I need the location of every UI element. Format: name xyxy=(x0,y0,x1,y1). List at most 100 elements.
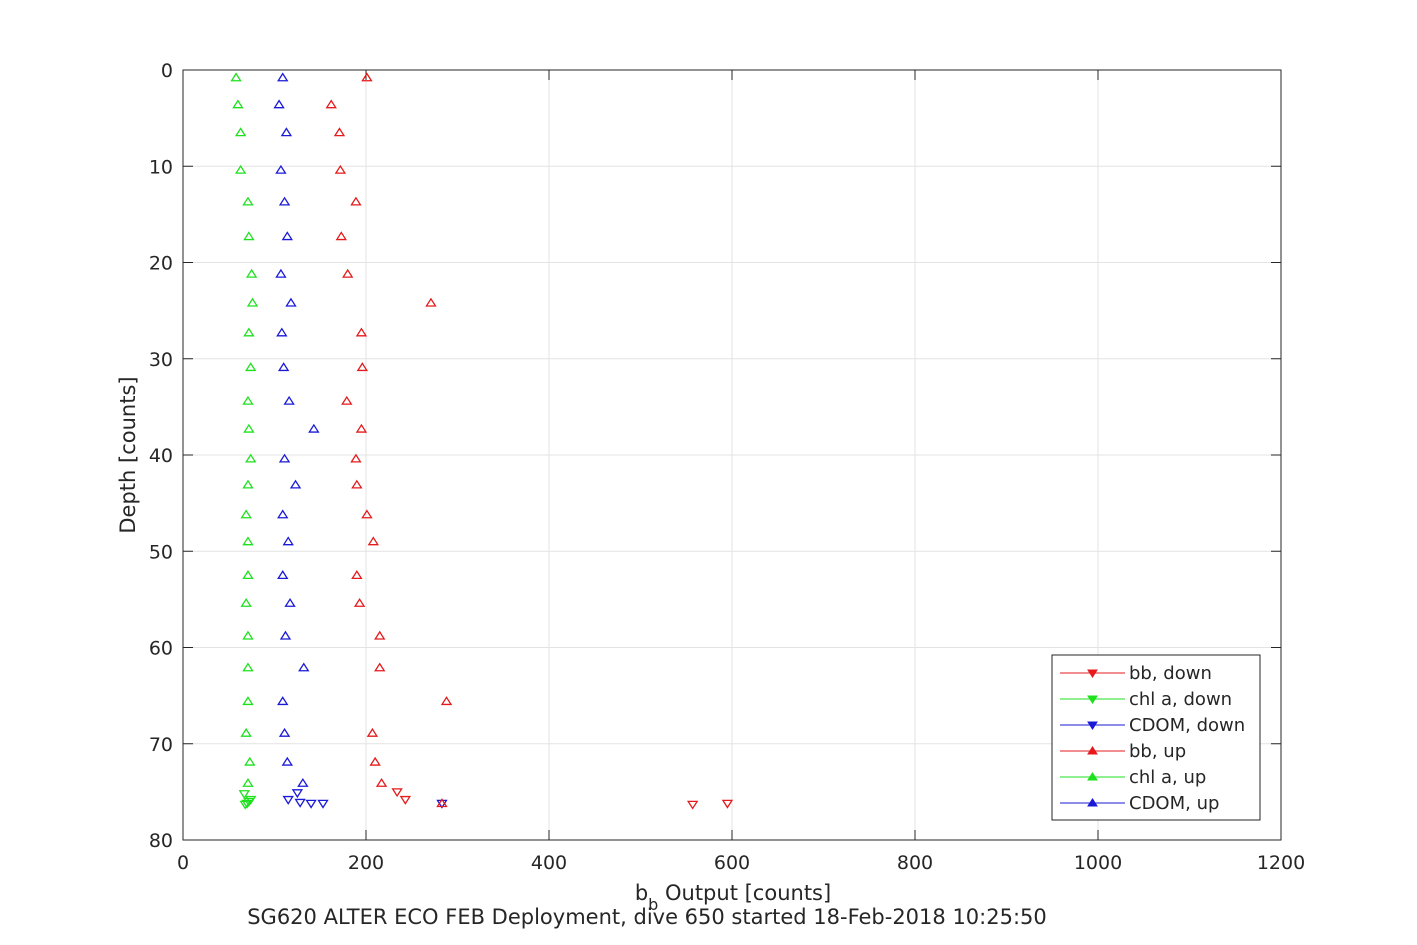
data-point-cdom-up xyxy=(281,756,293,766)
data-point-cdom-down xyxy=(294,798,306,808)
data-point-bb-up xyxy=(366,727,379,737)
data-point-chl-a-up xyxy=(242,630,254,640)
grid xyxy=(182,69,1282,841)
data-point-cdom-up xyxy=(275,164,287,174)
y-tick-label: 20 xyxy=(149,253,173,275)
data-point-cdom-down xyxy=(317,799,329,809)
data-point-cdom-up xyxy=(277,570,289,579)
y-tick-label: 30 xyxy=(149,349,173,371)
x-tick-label: 1200 xyxy=(1257,852,1305,874)
data-point-cdom-up xyxy=(278,196,291,206)
data-point-bb-up xyxy=(356,362,369,372)
x-tick-label: 600 xyxy=(714,852,750,874)
legend-entry-label: bb, up xyxy=(1129,741,1186,762)
data-point-bb-down xyxy=(686,800,699,810)
data-point-chl-a-up xyxy=(245,362,257,372)
legend-marker xyxy=(1087,798,1098,807)
data-point-bb-up xyxy=(350,453,362,463)
data-point-bb-up xyxy=(436,798,448,808)
figure-caption: SG620 ALTER ECO FEB Deployment, dive 650… xyxy=(247,905,1047,929)
y-tick-label: 10 xyxy=(149,156,173,178)
data-markers xyxy=(230,72,734,810)
data-point-bb-up xyxy=(361,509,373,519)
data-point-cdom-up xyxy=(283,395,295,405)
y-tick-label: 70 xyxy=(149,734,173,756)
data-point-chl-a-up xyxy=(245,268,258,278)
data-point-cdom-up xyxy=(277,362,290,372)
y-tick-label: 60 xyxy=(149,638,173,660)
y-tick-label: 50 xyxy=(149,541,173,563)
data-point-bb-down xyxy=(391,788,403,798)
data-point-bb-up xyxy=(350,196,362,206)
x-tick-label: 800 xyxy=(897,852,933,874)
legend-entry-label: CDOM, up xyxy=(1129,793,1219,814)
data-point-chl-a-up xyxy=(242,696,254,706)
y-tick-label: 80 xyxy=(149,830,173,852)
data-point-chl-a-up xyxy=(230,72,242,82)
data-point-bb-up xyxy=(333,127,346,137)
data-point-chl-a-up xyxy=(234,164,247,174)
data-point-cdom-up xyxy=(284,597,296,607)
data-point-bb-up xyxy=(374,662,386,672)
data-point-chl-a-up xyxy=(242,777,254,787)
data-point-bb-up xyxy=(355,423,368,433)
legend-entry-label: CDOM, down xyxy=(1129,715,1245,736)
y-tick-label: 0 xyxy=(161,60,173,82)
data-point-bb-down xyxy=(721,799,734,809)
data-point-cdom-up xyxy=(278,453,291,463)
data-point-chl-a-up xyxy=(246,297,259,307)
data-point-chl-a-up xyxy=(242,536,254,546)
legend-entry-label: chl a, up xyxy=(1129,767,1206,788)
data-point-chl-a-up xyxy=(234,127,247,137)
x-tick-label: 1000 xyxy=(1074,852,1122,874)
x-axis-label-main: b xyxy=(635,881,648,905)
x-tick-label: 0 xyxy=(177,852,189,874)
axis-ticks: 0 200 400 600 800 1000 1200 0 10 20 30 40 50 60 70 80 xyxy=(149,60,1305,874)
data-point-bb-up xyxy=(325,99,337,109)
legend-marker xyxy=(1087,746,1098,755)
data-point-cdom-up xyxy=(275,268,287,278)
data-point-cdom-down xyxy=(282,795,294,805)
data-point-chl-a-up xyxy=(242,570,254,579)
data-point-bb-up xyxy=(335,231,347,241)
data-point-bb-up xyxy=(341,395,353,405)
data-point-chl-a-down xyxy=(239,800,251,810)
data-point-bb-down xyxy=(399,795,412,805)
data-point-cdom-up xyxy=(276,327,288,337)
data-point-bb-up xyxy=(440,696,453,706)
data-point-cdom-up xyxy=(297,777,309,787)
x-axis-label-rest: Output [counts] xyxy=(658,881,831,905)
data-point-chl-a-up xyxy=(243,423,255,433)
x-axis-label: bb Output [counts] xyxy=(635,881,831,914)
x-tick-label: 400 xyxy=(531,852,567,874)
data-point-chl-a-up xyxy=(243,231,255,241)
x-axis-label-subscript: b xyxy=(648,895,658,914)
data-point-cdom-up xyxy=(279,630,292,640)
data-point-bb-up xyxy=(334,164,347,174)
data-point-cdom-up xyxy=(278,727,291,737)
data-point-bb-up xyxy=(351,479,363,489)
data-point-cdom-up xyxy=(277,509,289,519)
data-point-chl-a-up xyxy=(242,196,254,206)
data-point-cdom-up xyxy=(298,662,310,672)
y-axis-label: Depth [counts] xyxy=(116,376,140,533)
legend-box xyxy=(1051,654,1261,821)
data-point-bb-up xyxy=(367,536,380,546)
data-point-cdom-up xyxy=(282,536,294,546)
data-point-bb-up xyxy=(425,297,437,307)
data-point-chl-a-up xyxy=(242,662,254,672)
data-point-chl-a-up xyxy=(245,453,257,463)
data-point-cdom-up xyxy=(273,99,285,109)
data-point-cdom-up xyxy=(289,479,302,489)
data-point-chl-a-up xyxy=(232,99,244,109)
data-point-chl-a-down xyxy=(245,795,257,805)
data-point-cdom-down xyxy=(291,789,304,799)
legend-marker xyxy=(1087,669,1098,678)
data-point-chl-a-up xyxy=(240,597,252,607)
data-point-bb-up xyxy=(361,72,373,82)
data-point-cdom-up xyxy=(277,72,289,82)
legend-marker xyxy=(1087,772,1098,781)
data-point-cdom-up xyxy=(308,423,320,433)
data-point-cdom-up xyxy=(281,231,293,241)
